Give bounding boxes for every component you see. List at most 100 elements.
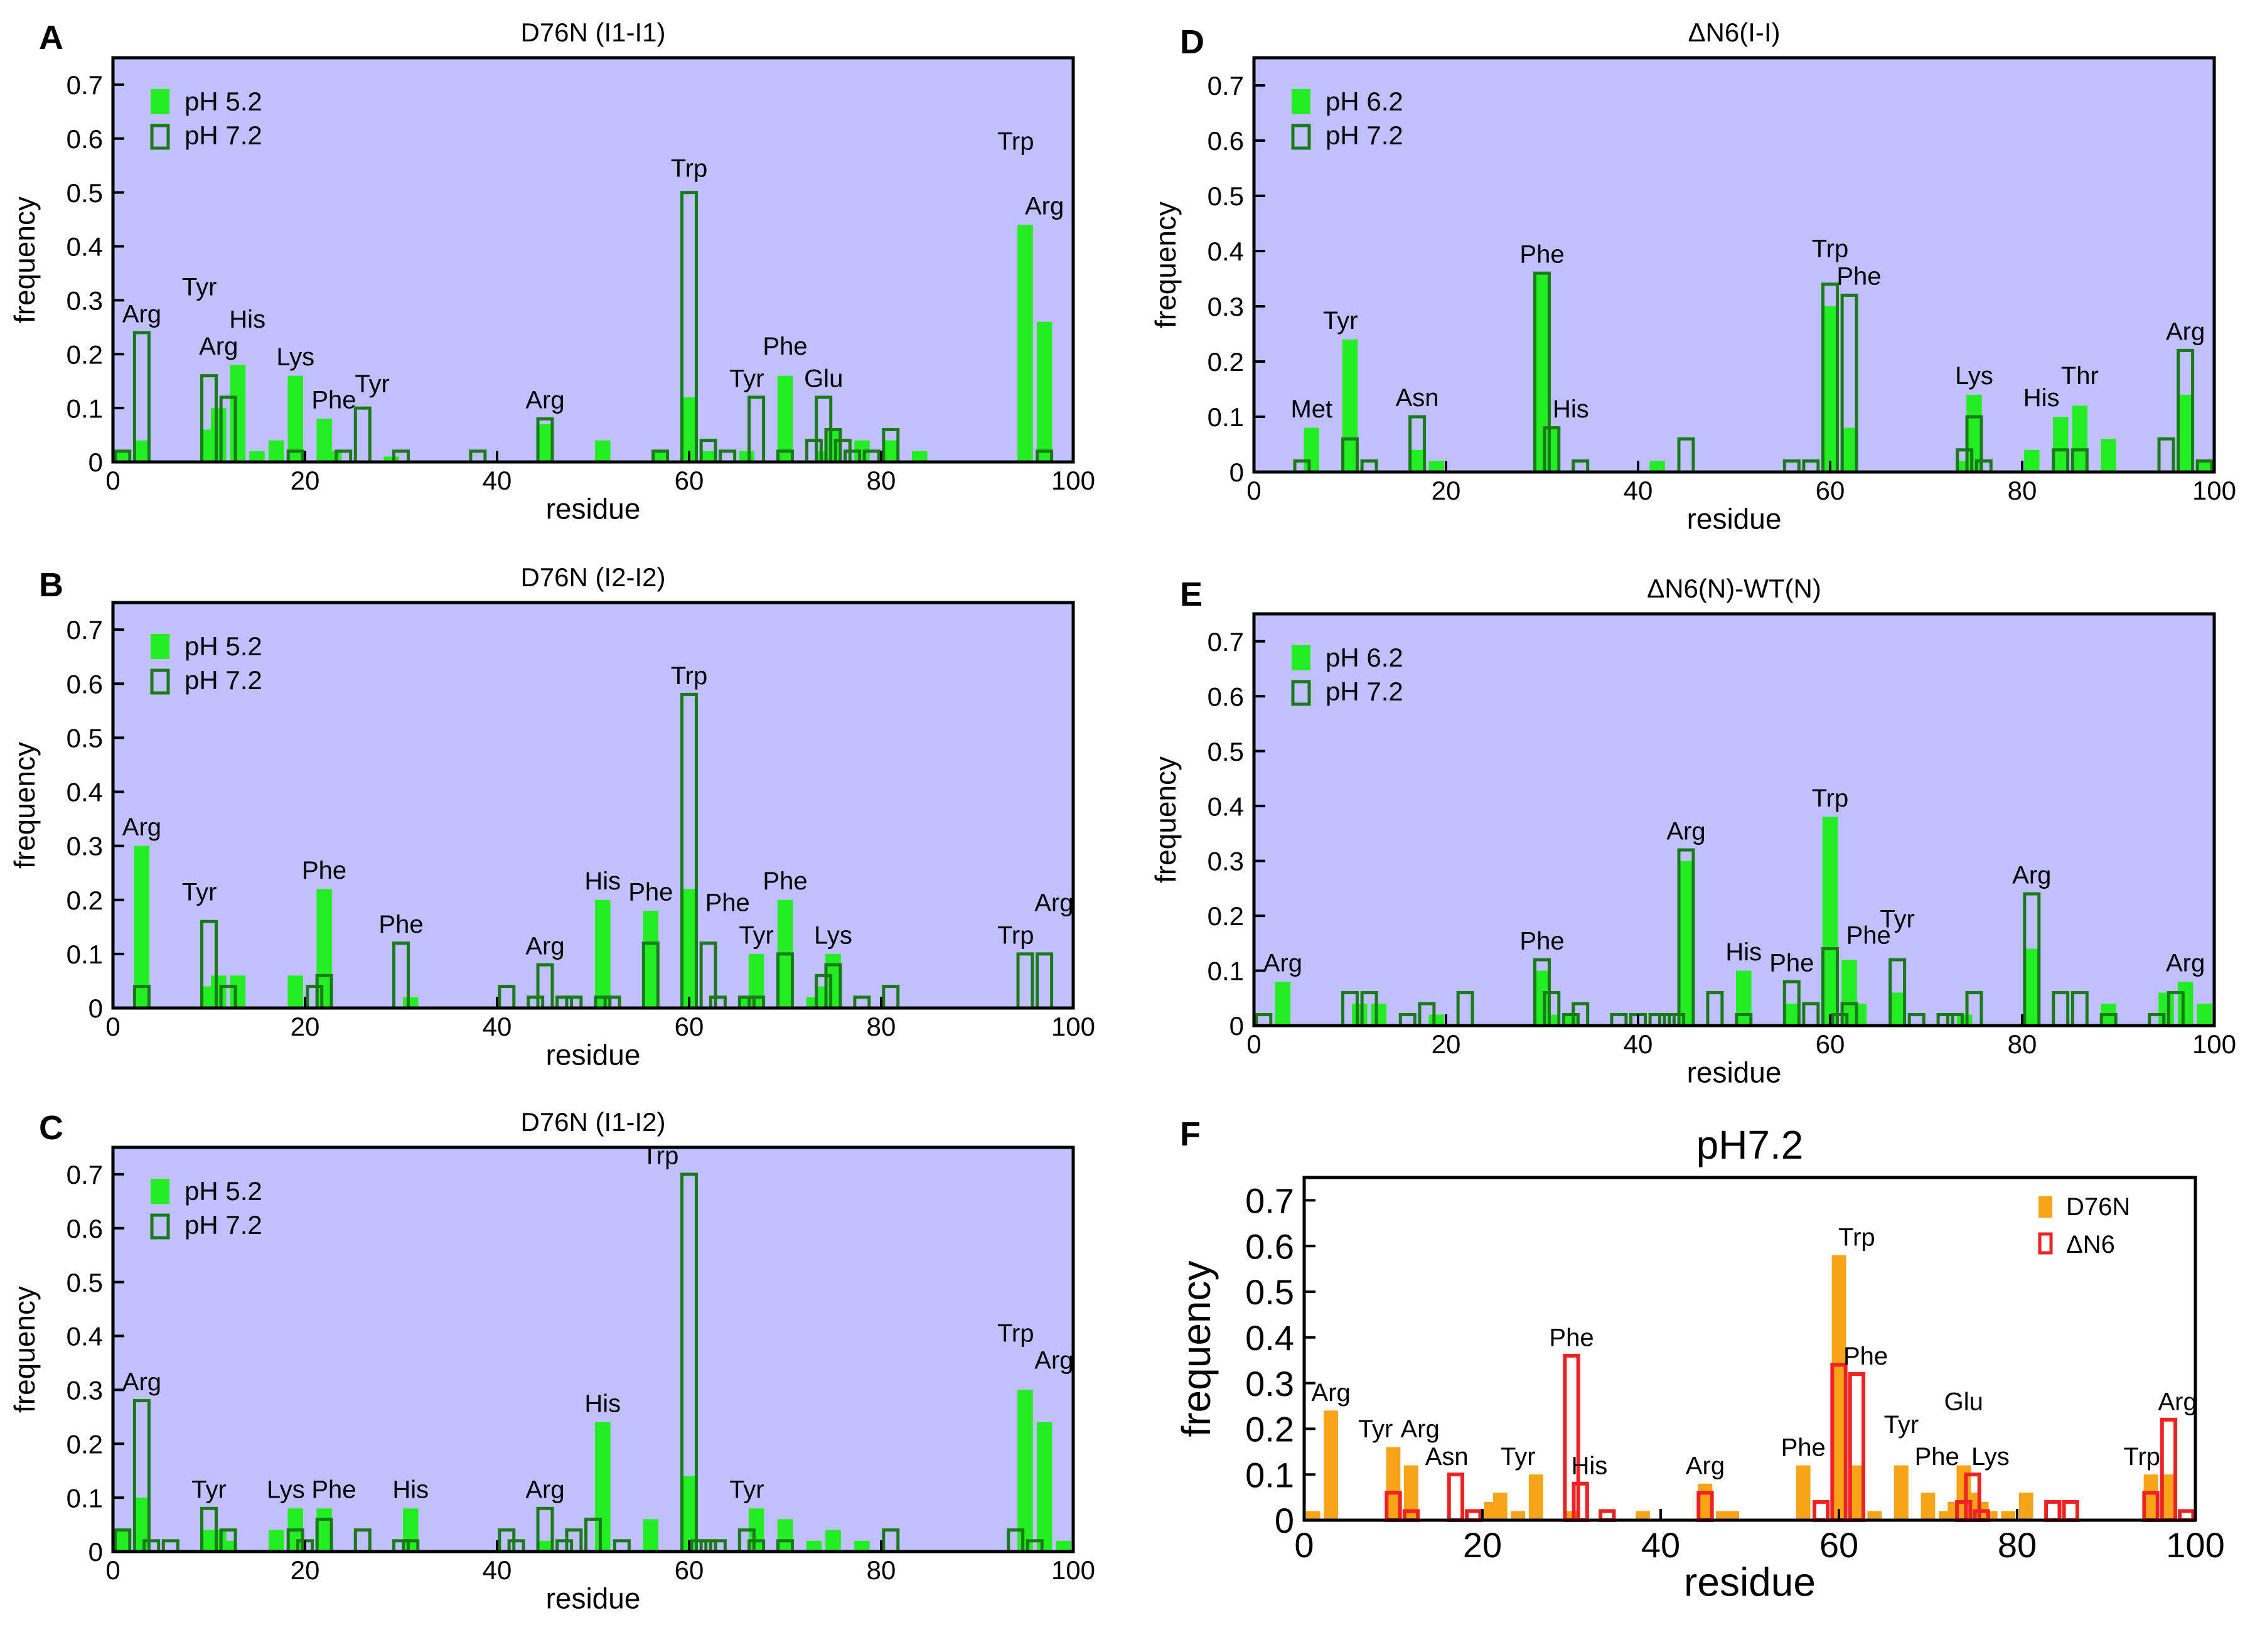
y-tick-label: 0.6 (1208, 126, 1244, 156)
legend-label: pH 5.2 (185, 87, 262, 116)
bar-series1 (1352, 1004, 1368, 1026)
bar-series1 (316, 1508, 332, 1552)
bar-series1 (383, 456, 399, 462)
residue-annotation: Phe (628, 878, 673, 906)
x-tick-label: 80 (1998, 1525, 2037, 1565)
bar-series1 (1921, 1493, 1936, 1520)
y-tick-label: 0.2 (67, 1429, 103, 1459)
plot-area (1254, 58, 2214, 472)
residue-annotation: His (1553, 395, 1589, 423)
residue-annotation: Phe (1519, 927, 1564, 955)
residue-annotation: Phe (302, 857, 346, 884)
panel-letter: B (39, 566, 63, 604)
residue-annotation: Arg (122, 813, 161, 841)
y-tick-label: 0.1 (67, 1483, 103, 1513)
x-tick-label: 80 (2008, 1029, 2037, 1059)
x-tick-label: 40 (483, 466, 512, 495)
bar-series1 (230, 975, 246, 1008)
residue-annotation: Tyr (729, 1476, 764, 1504)
bar-series1 (287, 975, 303, 1008)
legend-swatch-filled (151, 634, 169, 659)
bar-series1 (1678, 861, 1694, 1026)
residue-annotation: Tyr (1880, 905, 1915, 933)
y-axis-label: frequency (1149, 756, 1182, 883)
bar-series1 (1956, 1014, 1973, 1026)
bar-series1 (134, 440, 150, 462)
x-tick-label: 60 (675, 1012, 704, 1041)
y-tick-label: 0.1 (1208, 957, 1244, 986)
bar-series1 (1036, 1422, 1053, 1552)
bar-series1 (2001, 1511, 2016, 1520)
bar-series1 (326, 451, 342, 462)
residue-annotation: Arg (2166, 949, 2205, 977)
legend-label: pH 7.2 (1326, 677, 1403, 706)
y-tick-label: 0.4 (67, 1322, 103, 1351)
legend-label: pH 7.2 (185, 1210, 262, 1240)
residue-annotation: Phe (1769, 949, 1814, 977)
bar-series1 (2143, 1474, 2158, 1520)
residue-annotation: Tyr (355, 370, 390, 398)
residue-annotation: Phe (763, 333, 807, 360)
y-tick-label: 0.6 (1208, 682, 1244, 711)
bar-series1 (2162, 1474, 2176, 1520)
legend-label: ΔN6 (2066, 1231, 2115, 1258)
x-axis-label: residue (546, 1582, 641, 1614)
bar-series1 (2101, 439, 2116, 472)
residue-annotation: Arg (1025, 193, 1064, 220)
y-tick-label: 0 (1229, 458, 1244, 487)
residue-annotation: Arg (2012, 861, 2051, 889)
bar-series1 (537, 424, 553, 462)
residue-annotation: Tyr (729, 365, 764, 392)
residue-annotation: Lys (276, 343, 314, 371)
residue-annotation: Arg (2158, 1388, 2197, 1416)
x-tick-label: 100 (2192, 476, 2236, 505)
x-tick-label: 60 (1816, 476, 1845, 505)
legend-swatch-outline (150, 124, 170, 150)
legend-swatch-d76n (2038, 1196, 2052, 1218)
residue-annotation: Tyr (1323, 307, 1358, 335)
x-axis-label: residue (1687, 1056, 1782, 1088)
residue-annotation: Arg (525, 387, 564, 414)
residue-annotation: Arg (1311, 1379, 1350, 1407)
x-tick-label: 20 (291, 466, 320, 495)
bar-series1 (1867, 1511, 1882, 1520)
residue-annotation: Trp (671, 154, 708, 182)
bar-series1 (1342, 339, 1358, 472)
x-tick-label: 100 (1051, 1555, 1095, 1585)
residue-annotation: Arg (525, 932, 564, 960)
bar-series1 (1850, 1465, 1864, 1520)
y-tick-label: 0.6 (1245, 1226, 1294, 1266)
x-tick-label: 100 (1051, 466, 1095, 495)
x-tick-label: 60 (1819, 1525, 1858, 1565)
legend-label: D76N (2066, 1193, 2130, 1221)
residue-annotation: Arg (1034, 889, 1073, 917)
y-axis-label: frequency (1149, 201, 1182, 328)
bar-series1 (1304, 427, 1320, 472)
chart-panel-f: 0 20 40 60 80 10000.10.20.30.40.50.60.7residu… (1174, 1115, 2225, 1604)
bar-series1 (854, 1540, 870, 1552)
y-tick-label: 0.6 (67, 669, 103, 699)
panel-letter: F (1180, 1115, 1201, 1153)
x-tick-label: 60 (675, 1555, 704, 1585)
bar-series1 (595, 440, 611, 462)
x-tick-label: 40 (1624, 476, 1653, 505)
residue-annotation: Trp (671, 662, 708, 690)
bar-series1 (1017, 225, 1033, 462)
chart-title: pH7.2 (1696, 1122, 1804, 1167)
y-tick-label: 0 (1275, 1501, 1294, 1540)
bar-series1 (777, 375, 793, 462)
residue-annotation: His (1572, 1452, 1608, 1479)
y-axis-label: frequency (8, 1286, 41, 1413)
residue-annotation: Arg (2166, 318, 2205, 346)
bar-series1 (1636, 1511, 1650, 1520)
legend-label: pH 7.2 (185, 121, 262, 150)
bar-series1 (1428, 461, 1444, 472)
bar-series1 (2158, 992, 2174, 1026)
x-tick-label: 100 (2166, 1525, 2224, 1565)
bar-series1 (1305, 1511, 1321, 1520)
bar-series1 (806, 1540, 822, 1552)
chart-panel-e: 0 20 40 60 80 100 0 0.1 0.2 0.3 0.4 0.5 0.6 0.7 residu… (1149, 574, 2236, 1088)
x-tick-label: 20 (291, 1555, 320, 1585)
x-tick-label: 40 (483, 1555, 512, 1585)
chart-title: ΔN6(N)-WT(N) (1647, 574, 1821, 603)
